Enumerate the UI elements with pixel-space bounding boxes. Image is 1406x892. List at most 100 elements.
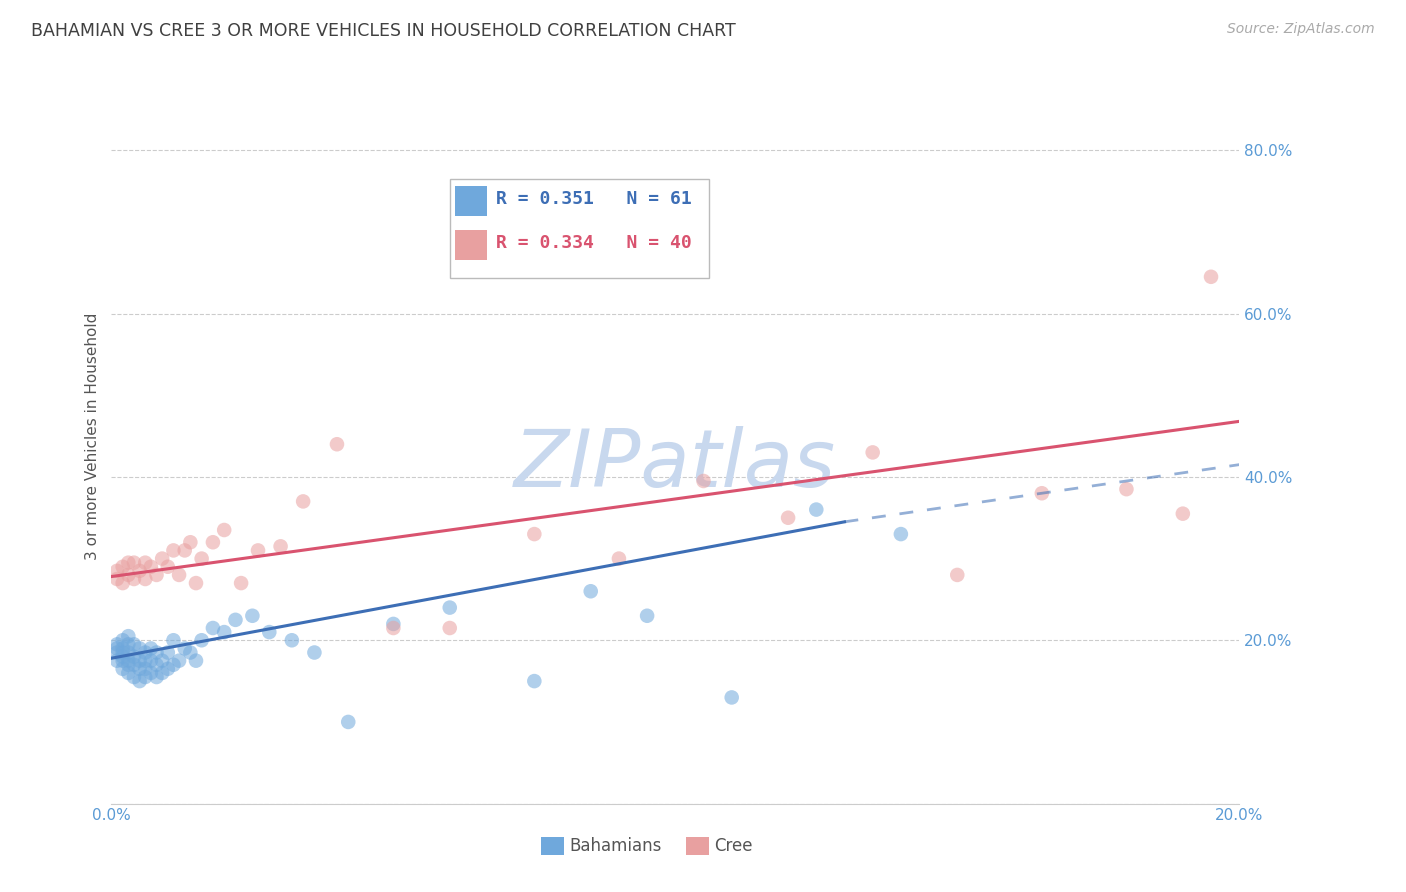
Point	[105, 572, 128, 586]
Text: Bahamians: Bahamians	[569, 837, 662, 855]
Point	[173, 641, 195, 656]
Point	[145, 646, 167, 660]
Point	[145, 670, 167, 684]
Text: Source: ZipAtlas.com: Source: ZipAtlas.com	[1227, 22, 1375, 37]
Point	[105, 637, 128, 651]
Point	[139, 665, 162, 680]
Point	[128, 641, 150, 656]
Point	[134, 662, 156, 676]
Point	[692, 474, 714, 488]
Point	[122, 649, 145, 664]
Text: R = 0.351   N = 61: R = 0.351 N = 61	[496, 190, 692, 208]
Point	[523, 674, 546, 689]
Point	[111, 654, 134, 668]
Point	[111, 641, 134, 656]
Point	[111, 662, 134, 676]
Point	[105, 641, 128, 656]
Point	[259, 625, 281, 640]
Point	[1115, 482, 1137, 496]
Bar	[456, 230, 486, 260]
Point	[150, 551, 173, 566]
Point	[122, 556, 145, 570]
Point	[190, 551, 212, 566]
Point	[862, 445, 884, 459]
Y-axis label: 3 or more Vehicles in Household: 3 or more Vehicles in Household	[86, 312, 100, 560]
Point	[122, 657, 145, 672]
Point	[117, 665, 139, 680]
Point	[117, 646, 139, 660]
Point	[145, 568, 167, 582]
Point	[139, 654, 162, 668]
Point	[105, 654, 128, 668]
Point	[890, 527, 912, 541]
Point	[337, 714, 360, 729]
Point	[134, 654, 156, 668]
Point	[134, 646, 156, 660]
Point	[201, 535, 224, 549]
Point	[156, 646, 179, 660]
Point	[117, 657, 139, 672]
Point	[607, 551, 630, 566]
Point	[111, 576, 134, 591]
Point	[247, 543, 270, 558]
FancyBboxPatch shape	[450, 178, 709, 278]
Point	[111, 633, 134, 648]
Point	[111, 559, 134, 574]
Point	[523, 527, 546, 541]
Point	[162, 657, 184, 672]
Point	[212, 625, 235, 640]
Point	[229, 576, 252, 591]
Point	[117, 654, 139, 668]
Point	[128, 674, 150, 689]
Point	[117, 556, 139, 570]
Bar	[456, 186, 486, 216]
Point	[134, 572, 156, 586]
Point	[382, 621, 405, 635]
Point	[382, 616, 405, 631]
Point	[111, 649, 134, 664]
Point	[105, 646, 128, 660]
Point	[167, 654, 190, 668]
Point	[326, 437, 349, 451]
Point	[636, 608, 658, 623]
Point	[117, 568, 139, 582]
Point	[156, 662, 179, 676]
Point	[179, 646, 201, 660]
Point	[150, 665, 173, 680]
Point	[184, 654, 207, 668]
Point	[439, 621, 461, 635]
Point	[139, 559, 162, 574]
Point	[179, 535, 201, 549]
Point	[156, 559, 179, 574]
Point	[224, 613, 246, 627]
Point	[281, 633, 304, 648]
Point	[292, 494, 315, 508]
Point	[184, 576, 207, 591]
Point	[806, 502, 828, 516]
Point	[270, 539, 292, 553]
Point	[150, 654, 173, 668]
Point	[201, 621, 224, 635]
Point	[720, 690, 742, 705]
Text: Cree: Cree	[714, 837, 752, 855]
Text: ZIPatlas: ZIPatlas	[515, 426, 837, 505]
Point	[134, 670, 156, 684]
Point	[173, 543, 195, 558]
Point	[117, 629, 139, 643]
Text: R = 0.334   N = 40: R = 0.334 N = 40	[496, 234, 692, 252]
Point	[242, 608, 264, 623]
Point	[1171, 507, 1194, 521]
Point	[162, 633, 184, 648]
Point	[139, 641, 162, 656]
Point	[167, 568, 190, 582]
Point	[1031, 486, 1053, 500]
Point	[122, 572, 145, 586]
Point	[778, 510, 800, 524]
Point	[304, 646, 326, 660]
Point	[145, 657, 167, 672]
Point	[117, 637, 139, 651]
Point	[1199, 269, 1222, 284]
Point	[122, 637, 145, 651]
Point	[105, 564, 128, 578]
Point	[439, 600, 461, 615]
